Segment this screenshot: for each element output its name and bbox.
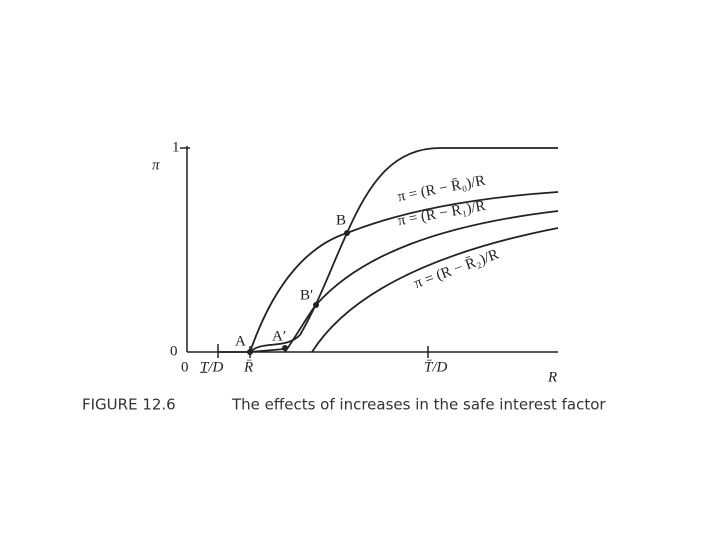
- point-label: B′: [300, 287, 313, 303]
- point: [344, 230, 350, 236]
- point-label: A: [235, 333, 246, 349]
- s-curve: [218, 147, 558, 353]
- x-tick-label: T̲/D: [200, 359, 224, 375]
- point-label: A′: [272, 328, 286, 344]
- y-zero-label: 0: [170, 343, 178, 359]
- x-axis-label: R: [547, 369, 557, 385]
- y-top-label: 1: [172, 139, 180, 155]
- curve-label: π = (R − R̄₂)/R: [412, 247, 501, 292]
- x-tick-label: T̄/D: [424, 359, 448, 375]
- curve-r2: [311, 227, 559, 353]
- x-tick-label: R̄: [243, 359, 253, 375]
- x-zero-label: 0: [181, 359, 189, 375]
- point: [282, 345, 288, 351]
- curve-r1: [284, 210, 559, 353]
- point: [313, 302, 319, 308]
- flat-segment: [249, 348, 286, 353]
- point-label: B: [336, 212, 346, 228]
- caption-text: The effects of increases in the safe int…: [231, 396, 606, 414]
- y-axis-label: π: [152, 157, 160, 173]
- point: [247, 349, 253, 355]
- caption-number: FIGURE 12.6: [82, 396, 176, 414]
